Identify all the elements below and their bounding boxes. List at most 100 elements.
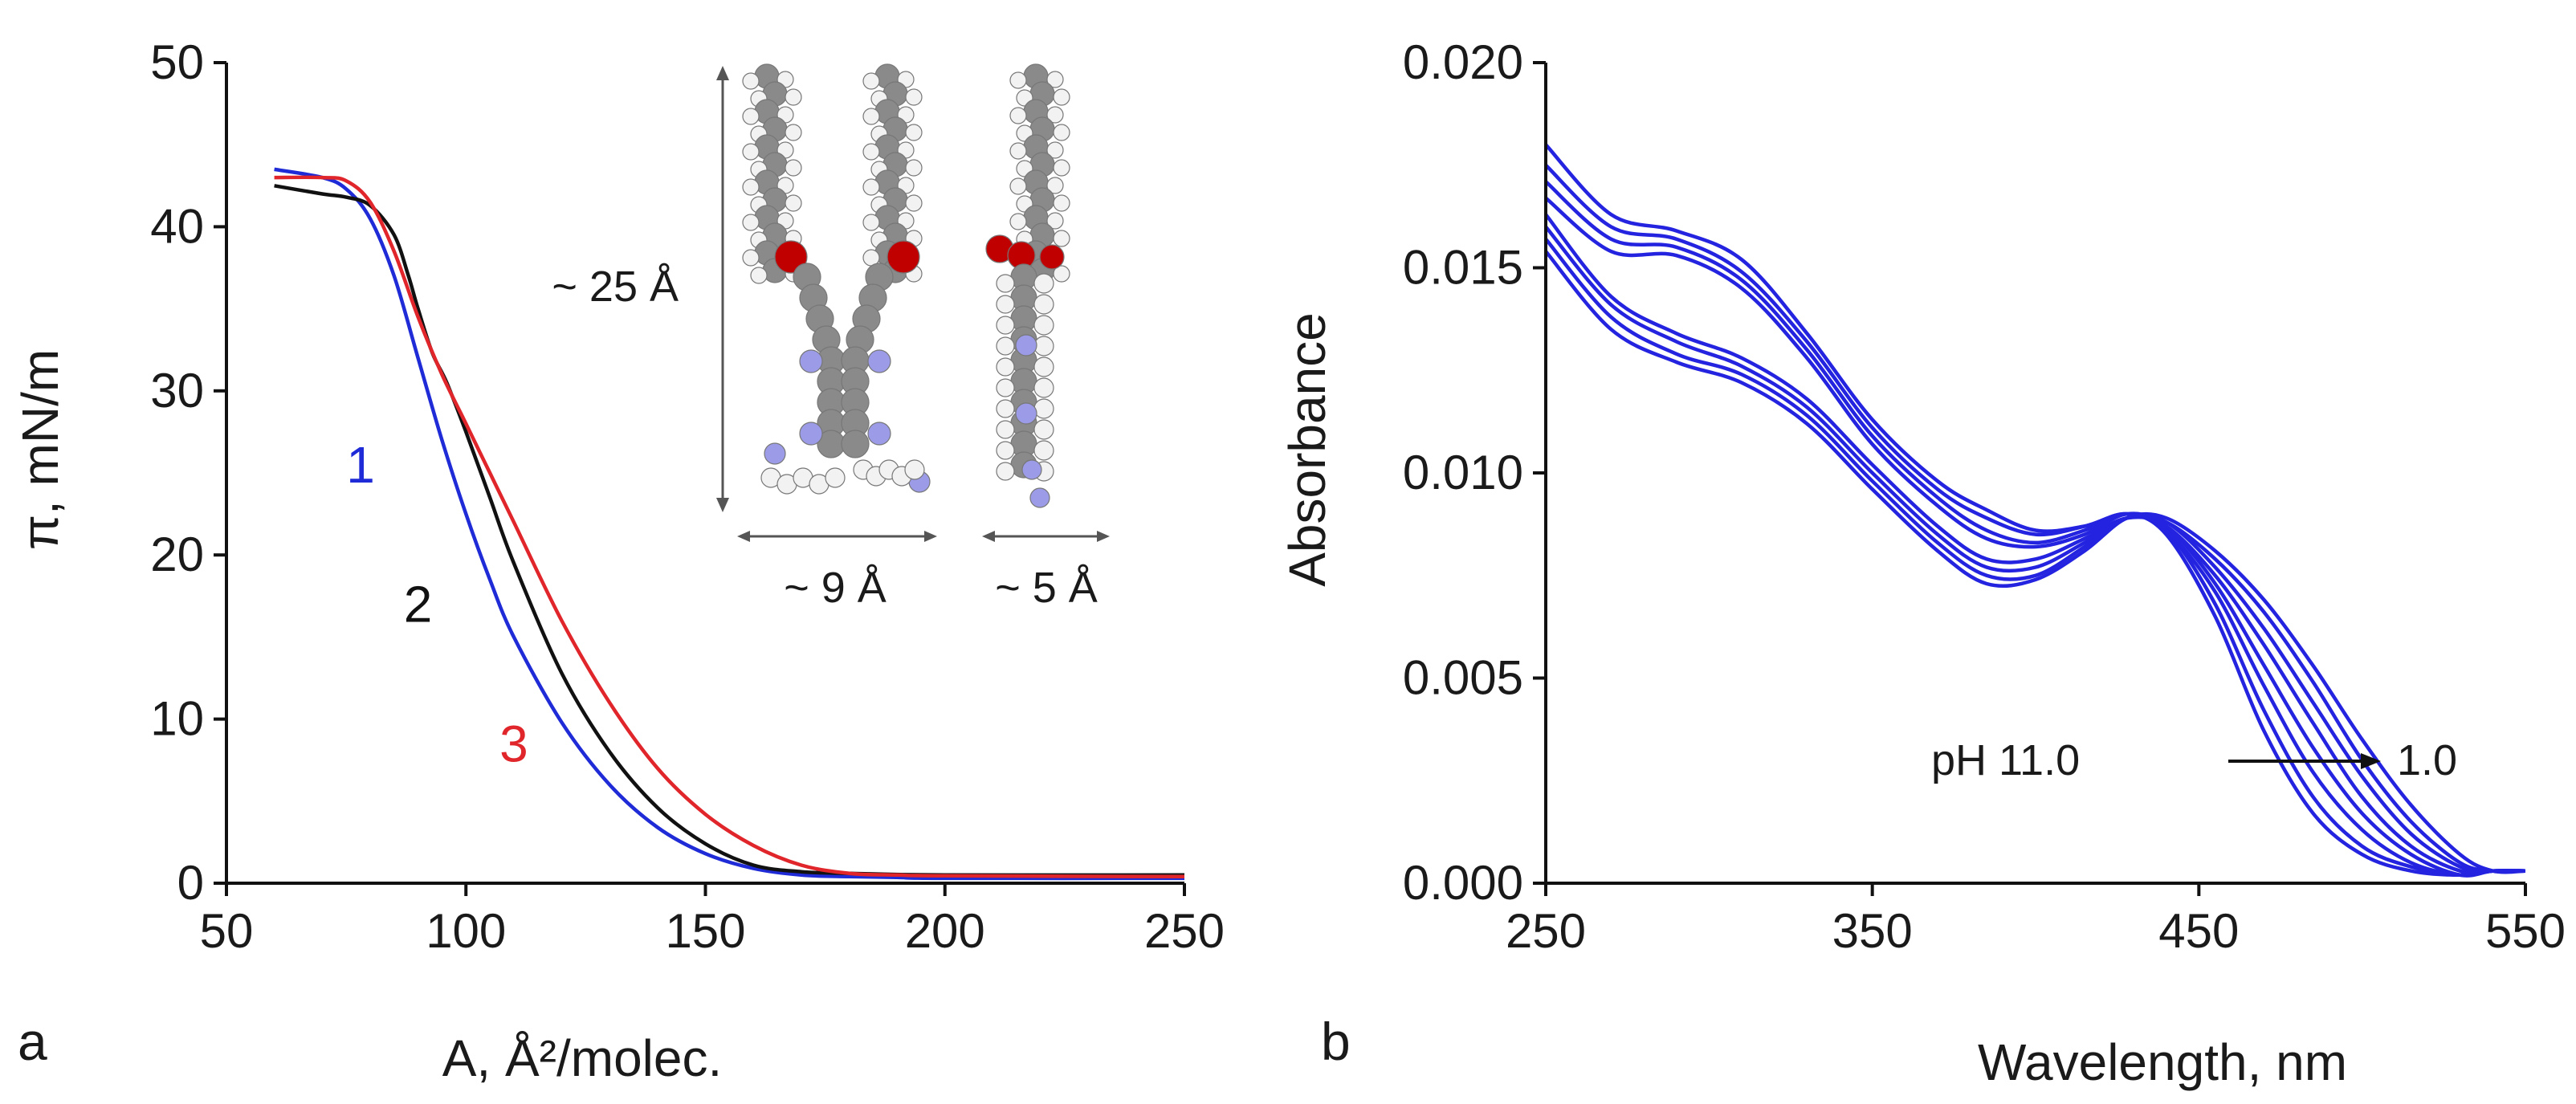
hydrogen-atom <box>742 214 760 231</box>
series-line-1.0 <box>1544 250 2526 874</box>
hydrogen-atom <box>1033 377 1054 398</box>
panel-b-x-axis-label: Wavelength, nm <box>1978 1033 2347 1091</box>
y-tick-label: 0.010 <box>1403 446 1523 499</box>
nitrogen-atom <box>867 422 891 446</box>
axis-lines <box>225 63 1184 885</box>
x-tick-label: 250 <box>1506 904 1586 958</box>
y-tick-label: 10 <box>150 692 204 746</box>
panel-b-letter: b <box>1321 1012 1351 1071</box>
y-tick-label: 0.020 <box>1403 35 1523 89</box>
y-tick-label: 0.005 <box>1403 651 1523 705</box>
inset-arrowhead-w1-left <box>737 531 750 542</box>
hydrogen-atom <box>1033 419 1054 440</box>
hydrogen-atom <box>1009 177 1027 195</box>
hydrogen-atom <box>996 420 1015 439</box>
ph-trend-arrowhead <box>2361 753 2381 769</box>
series-line-1 <box>274 167 1185 881</box>
curve-label-3: 3 <box>499 715 528 772</box>
x-tick-label: 450 <box>2158 904 2239 958</box>
hydrogen-atom <box>742 249 760 267</box>
hydrogen-atom <box>1046 177 1064 194</box>
hydrogen-atom <box>750 267 768 284</box>
hydrogen-atom <box>825 467 846 488</box>
hydrogen-atom <box>905 159 923 177</box>
hydrogen-atom <box>1053 124 1070 141</box>
series-line-s2 <box>1544 164 2526 878</box>
hydrogen-atom <box>742 108 760 125</box>
hydrogen-atom <box>1053 159 1070 177</box>
nitrogen-atom <box>799 349 823 373</box>
hydrogen-atom <box>742 143 760 161</box>
y-tick-label: 20 <box>150 528 204 581</box>
axis-lines <box>1544 63 2525 885</box>
panel-b-chart: 250 350 450 550 0.000 0.005 0.010 0.015 0.020 Wa… <box>1278 35 2566 1091</box>
hydrogen-atom <box>905 88 923 106</box>
panel-a-ticks: 50 100 150 200 250 0 10 20 30 40 50 <box>150 35 1225 958</box>
molecule-monomer-illustration <box>985 63 1070 508</box>
curve-label-2: 2 <box>404 576 433 633</box>
nitrogen-atom <box>1015 402 1037 425</box>
series-line-s5 <box>1544 213 2525 875</box>
hydrogen-atom <box>1009 142 1027 160</box>
panel-a-axes <box>225 63 1184 885</box>
hydrogen-atom <box>996 357 1015 377</box>
series-line-3 <box>274 175 1185 879</box>
carbon-atom <box>841 430 870 458</box>
nitrogen-atom <box>867 349 891 373</box>
x-tick-label: 100 <box>426 904 506 958</box>
hydrogen-atom <box>1009 213 1027 230</box>
hydrogen-atom <box>1033 273 1054 294</box>
ph-end-annotation: 1.0 <box>2397 736 2457 784</box>
hydrogen-atom <box>862 72 880 90</box>
hydrogen-atom <box>996 316 1015 335</box>
inset-arrowhead-top <box>716 66 729 80</box>
inset-width-label-1: ~ 9 Å <box>784 564 887 612</box>
x-tick-label: 50 <box>200 904 254 958</box>
panel-b-series <box>1544 143 2526 878</box>
hydrogen-atom <box>1053 88 1070 106</box>
panel-b-axes <box>1544 63 2525 885</box>
hydrogen-atom <box>996 295 1015 314</box>
x-tick-label: 150 <box>665 904 745 958</box>
panel-a-series <box>274 167 1185 881</box>
hydrogen-atom <box>1046 141 1064 159</box>
inset-arrowhead-w2-left <box>982 531 995 542</box>
hydrogen-atom <box>1053 230 1070 247</box>
hydrogen-atom <box>785 194 802 212</box>
panel-a-y-axis-label: π, mN/m <box>11 349 69 550</box>
molecule-inset: ~ 25 Å ~ 9 Å ~ 5 Å <box>552 63 1110 612</box>
x-tick-label: 200 <box>905 904 985 958</box>
nitrogen-atom <box>1029 487 1050 508</box>
hydrogen-atom <box>742 178 760 196</box>
hydrogen-atom <box>996 336 1015 356</box>
hydrogen-atom <box>1033 315 1054 336</box>
inset-arrowhead-bottom <box>716 498 729 512</box>
inset-arrowhead-w2-right <box>1097 531 1110 542</box>
hydrogen-atom <box>1053 265 1070 283</box>
hydrogen-atom <box>1033 294 1054 315</box>
y-tick-label: 40 <box>150 199 204 253</box>
hydrogen-atom <box>996 399 1015 418</box>
x-tick-label: 350 <box>1832 904 1913 958</box>
hydrogen-atom <box>862 143 880 161</box>
series-line-2 <box>274 184 1185 878</box>
oxygen-atom <box>887 240 920 274</box>
hydrogen-atom <box>1046 71 1064 88</box>
hydrogen-atom <box>996 378 1015 397</box>
panel-a-x-axis-label: A, Å²/molec. <box>442 1029 723 1087</box>
y-tick-label: 0.015 <box>1403 241 1523 295</box>
hydrogen-atom <box>1046 212 1064 230</box>
hydrogen-atom <box>1009 71 1027 89</box>
nitrogen-atom <box>1015 334 1037 356</box>
hydrogen-atom <box>904 459 925 480</box>
hydrogen-atom <box>996 274 1015 293</box>
hydrogen-atom <box>742 72 760 90</box>
curve-label-1: 1 <box>346 436 375 494</box>
nitrogen-atom <box>1021 459 1042 480</box>
hydrogen-atom <box>1009 107 1027 124</box>
panel-b-y-axis-label: Absorbance <box>1278 312 1336 587</box>
hydrogen-atom <box>785 159 802 177</box>
nitrogen-atom <box>764 442 786 465</box>
y-tick-label: 0.000 <box>1403 856 1523 910</box>
